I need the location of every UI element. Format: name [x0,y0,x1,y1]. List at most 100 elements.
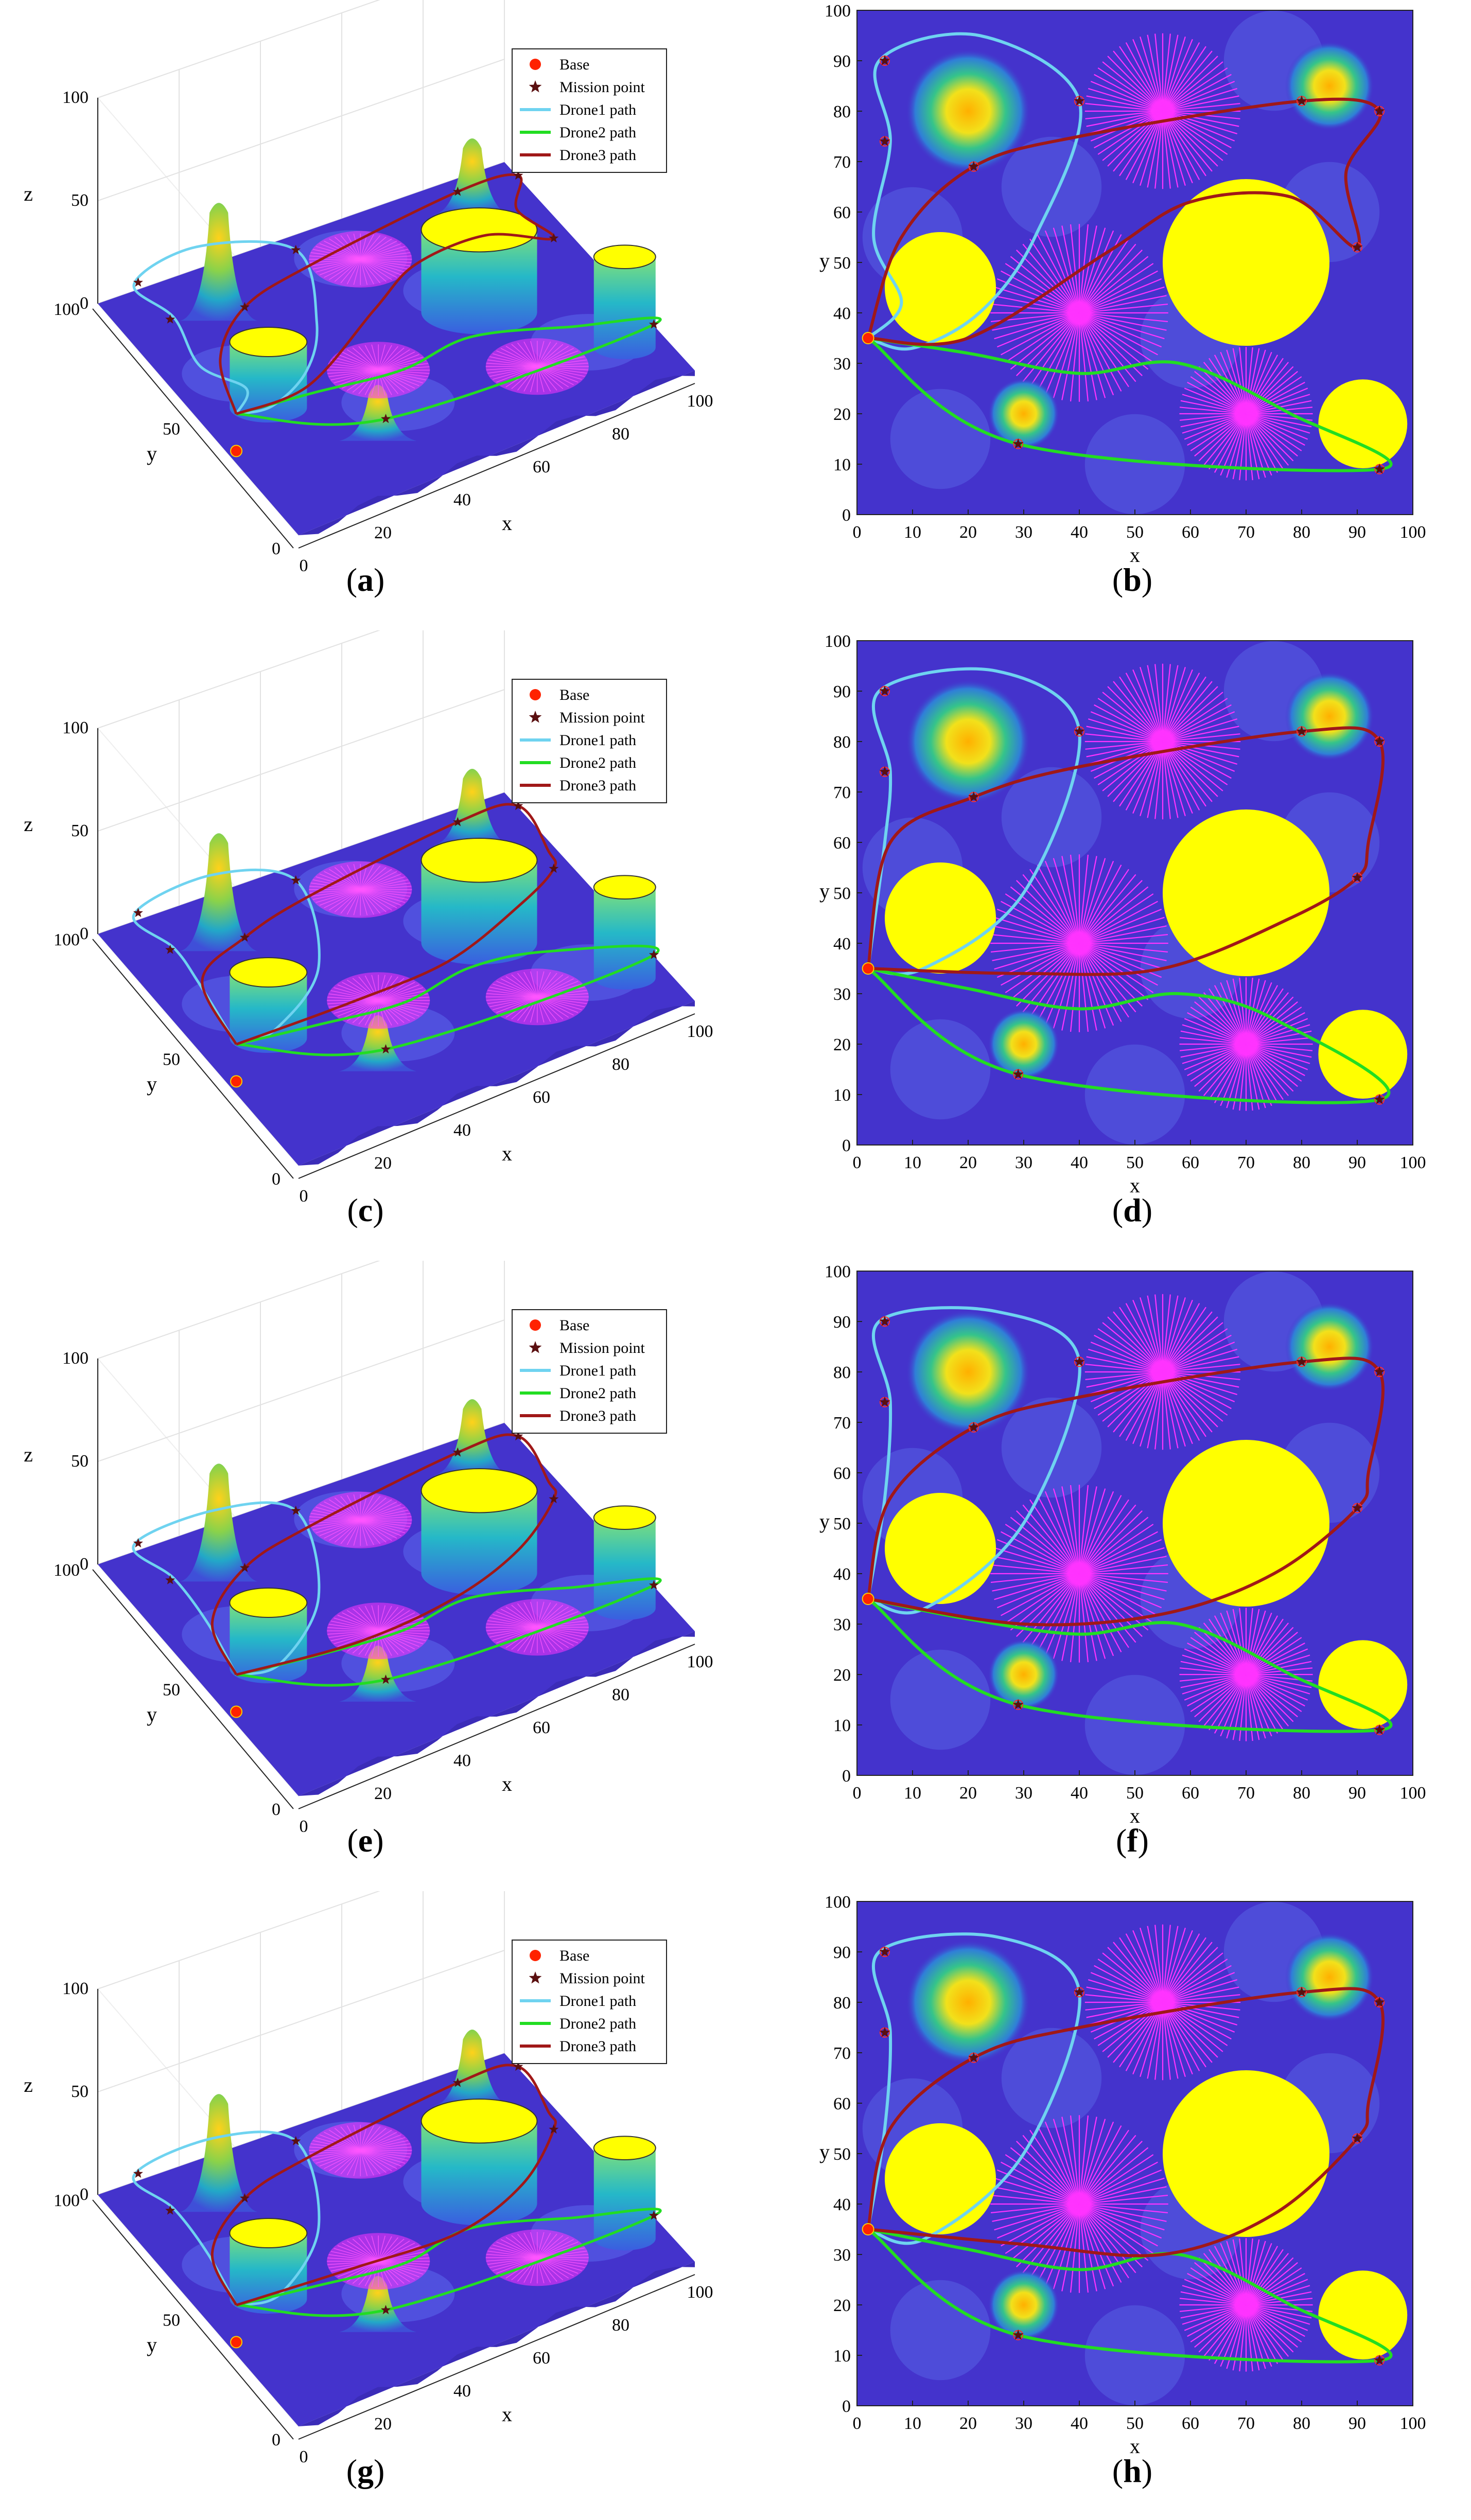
cylinder-obstacle [885,232,996,343]
terrain-peak [1285,1932,1374,2022]
mission-point [1352,1502,1363,1513]
mission-point [1352,241,1363,252]
terrain-peak [906,1310,1030,1434]
x-tick-label: 100 [687,1022,713,1041]
y-tick-label: 100 [54,2191,80,2210]
x-tick-label: 70 [1237,523,1255,542]
y-tick-label: 70 [833,1414,851,1433]
terrain-peak [988,2269,1060,2341]
mission-point [452,1447,463,1457]
y-axis-label: y [819,879,830,903]
cylinder-obstacle [1163,809,1329,976]
legend-label: Drone2 path [559,754,636,771]
mission-point [1374,1997,1385,2007]
cylinder-obstacle [885,2123,996,2234]
radar-threat [309,2122,412,2179]
base-marker [862,962,874,975]
x-axis-label: x [502,1772,512,1795]
y-tick-label: 0 [842,506,851,525]
y-tick-label: 0 [272,1800,281,1819]
legend: Base Mission point Drone1 path Drone2 path D… [512,1940,667,2064]
panel-caption: (g) [346,2453,385,2489]
terrain-peak [433,2030,511,2107]
mission-point [381,414,391,424]
mission-point [968,791,979,802]
terrain-peak [433,769,511,846]
legend-label: Mission point [559,1340,645,1356]
panel-caption: (b) [1112,561,1153,598]
series-drone2-path [867,337,1393,472]
terrain-peak [1285,41,1374,131]
y-tick-label: 20 [833,2296,851,2315]
terrain-peak [988,1638,1060,1711]
y-tick-label: 100 [54,300,80,319]
x-tick-label: 0 [300,2447,308,2462]
radar-threat [990,224,1168,402]
cylinder-obstacle [1318,1010,1408,1099]
topview-panel-f: 0 10 20 30 40 50 60 70 80 90 100 0 10 20 30 40 50 60 70 80 9… [819,1262,1426,1827]
cylinder-obstacle [229,1588,308,1684]
terrain-peak [339,384,417,441]
x-tick-label: 60 [533,457,550,477]
x-tick-label: 70 [1237,1153,1255,1172]
y-tick-label: 50 [833,2145,851,2164]
x-tick-label: 90 [1349,523,1366,542]
radar-threat [485,338,589,395]
x-tick-label: 20 [374,1784,392,1803]
x-tick-label: 20 [959,1784,977,1803]
x-tick-label: 0 [853,1153,862,1172]
legend-label: Drone1 path [559,732,636,749]
x-tick-label: 70 [1237,1784,1255,1803]
mission-point [649,319,659,329]
series-drone2-path [867,2228,1393,2364]
x-tick-label: 60 [1182,523,1199,542]
z-tick-label: 0 [80,294,89,313]
y-tick-label: 40 [833,304,851,323]
z-tick-label: 50 [71,2082,89,2101]
cylinder-obstacle [229,957,308,1053]
mission-point [513,2061,523,2071]
x-tick-label: 40 [453,1121,471,1140]
cylinder-obstacle [1318,379,1408,468]
y-tick-label: 40 [833,1565,851,1584]
mission-point [879,1316,890,1326]
x-tick-label: 10 [904,1153,921,1172]
y-tick-label: 40 [833,2195,851,2214]
mission-point [549,1494,559,1504]
series-drone3-path [219,173,556,415]
mission-point [1074,1356,1085,1367]
y-axis-label: y [147,1072,157,1096]
y-tick-label: 80 [833,733,851,752]
x-tick-label: 0 [300,1187,308,1202]
cylinder-obstacle [1318,2270,1408,2359]
series-drone1-path [132,1501,321,1676]
mission-point [165,944,176,954]
y-tick-label: 30 [833,2246,851,2265]
mission-point [1296,1356,1307,1367]
mission-point [291,1505,301,1515]
y-tick-label: 100 [825,1893,851,1912]
y-tick-label: 0 [272,539,281,558]
radar-threat [1084,1294,1241,1450]
x-tick-label: 80 [612,2316,629,2335]
mission-point [879,135,890,146]
terrain-peak [180,1464,258,1582]
base-marker [862,1593,874,1605]
y-tick-label: 50 [833,1514,851,1534]
mission-point [1352,872,1363,883]
terrain-peak [906,49,1030,173]
legend-label: Mission point [559,1970,645,1987]
z-tick-label: 0 [80,924,89,943]
x-tick-label: 0 [853,1784,862,1803]
y-tick-label: 60 [833,2094,851,2113]
mission-point [240,932,250,942]
legend-label: Drone2 path [559,1385,636,1402]
base-marker [862,2223,874,2235]
x-tick-label: 80 [1293,1784,1310,1803]
z-tick-label: 50 [71,821,89,840]
legend-label: Mission point [559,79,645,96]
legend-label: Base [559,686,589,703]
mission-point [549,2124,559,2134]
mission-point [968,161,979,171]
